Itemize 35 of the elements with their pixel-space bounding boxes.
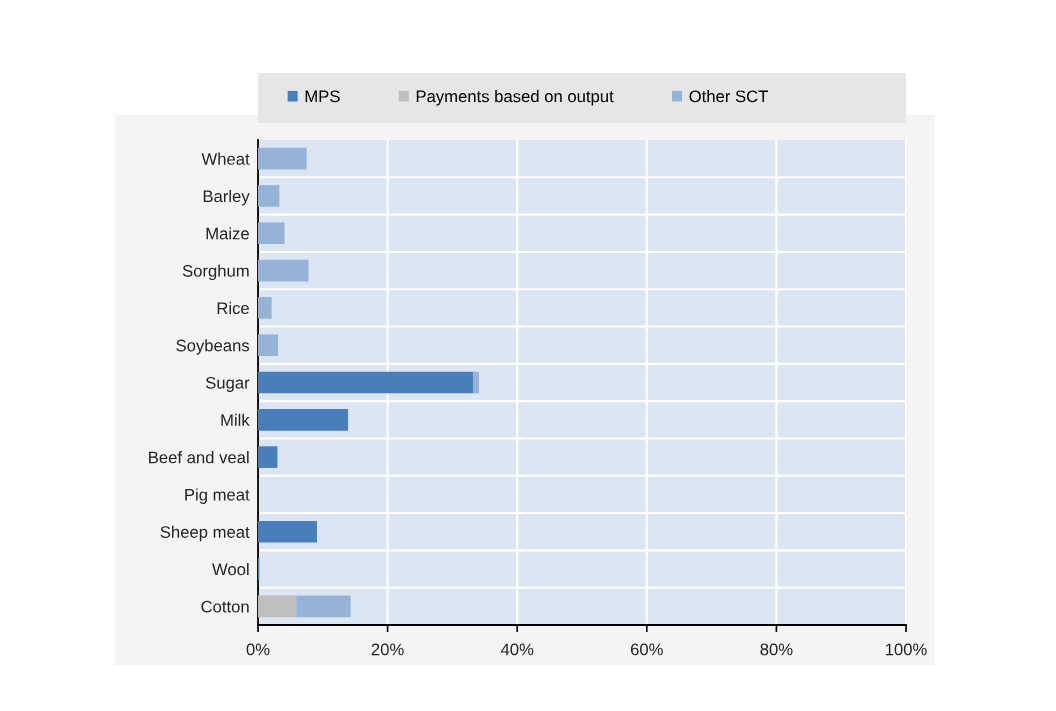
y-tick-label: Rice <box>217 301 249 315</box>
legend-label: Payments based on output <box>416 90 614 106</box>
bar <box>258 520 317 543</box>
y-tick-label: Maize <box>206 227 249 240</box>
legend-label: Other SCT <box>689 90 768 103</box>
x-tick-label: 40% <box>500 643 534 656</box>
x-tick-label: 60% <box>630 643 663 656</box>
x-tick-label: 100% <box>885 643 927 656</box>
bar <box>473 371 479 394</box>
bar <box>258 297 272 319</box>
bar <box>258 371 474 394</box>
y-tick-label: Wheat <box>201 152 250 165</box>
y-tick-label: Wool <box>212 563 249 576</box>
bar <box>296 595 351 618</box>
bar <box>258 446 278 468</box>
y-tick-label: Sheep meat <box>160 525 250 542</box>
y-tick-label: Pig meat <box>185 488 250 504</box>
legend-label: MPS <box>305 90 340 103</box>
x-tick-label: 80% <box>760 643 793 656</box>
y-tick-label: Milk <box>221 413 250 426</box>
bar <box>258 334 279 357</box>
y-tick-label: Beef and veal <box>149 451 249 464</box>
y-tick-label: Sugar <box>205 376 250 392</box>
y-tick-label: Soybeans <box>176 339 250 355</box>
y-tick-label: Cotton <box>201 600 249 613</box>
bar <box>258 185 280 207</box>
x-tick-label: 20% <box>371 643 404 656</box>
bar <box>258 259 309 282</box>
bar <box>258 408 349 431</box>
bar <box>258 147 307 170</box>
bar <box>258 595 297 618</box>
y-tick-label: Barley <box>203 189 250 206</box>
y-tick-label: Sorghum <box>182 264 249 281</box>
x-tick-label: 0% <box>246 643 270 656</box>
bar <box>258 222 285 245</box>
